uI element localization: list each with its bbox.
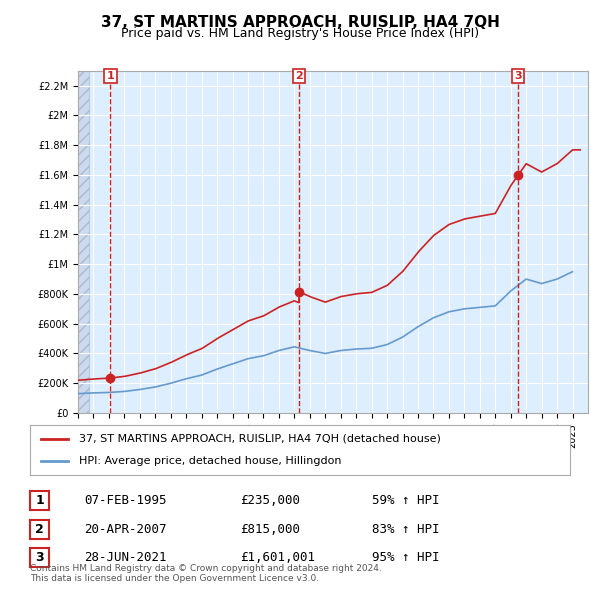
Text: 83% ↑ HPI: 83% ↑ HPI xyxy=(372,523,439,536)
Text: Price paid vs. HM Land Registry's House Price Index (HPI): Price paid vs. HM Land Registry's House … xyxy=(121,27,479,40)
Text: 2: 2 xyxy=(35,523,44,536)
Text: £1,601,001: £1,601,001 xyxy=(240,551,315,564)
Text: 59% ↑ HPI: 59% ↑ HPI xyxy=(372,494,439,507)
Text: £815,000: £815,000 xyxy=(240,523,300,536)
Text: 1: 1 xyxy=(107,71,115,81)
Text: 2: 2 xyxy=(295,71,303,81)
Text: Contains HM Land Registry data © Crown copyright and database right 2024.
This d: Contains HM Land Registry data © Crown c… xyxy=(30,563,382,583)
Text: 3: 3 xyxy=(35,551,44,564)
Text: 95% ↑ HPI: 95% ↑ HPI xyxy=(372,551,439,564)
Text: 37, ST MARTINS APPROACH, RUISLIP, HA4 7QH (detached house): 37, ST MARTINS APPROACH, RUISLIP, HA4 7Q… xyxy=(79,434,440,444)
Text: 07-FEB-1995: 07-FEB-1995 xyxy=(84,494,167,507)
Text: 28-JUN-2021: 28-JUN-2021 xyxy=(84,551,167,564)
Bar xyxy=(78,71,89,413)
Text: 1: 1 xyxy=(35,494,44,507)
Text: 37, ST MARTINS APPROACH, RUISLIP, HA4 7QH: 37, ST MARTINS APPROACH, RUISLIP, HA4 7Q… xyxy=(101,15,499,30)
Text: 3: 3 xyxy=(515,71,522,81)
Text: £235,000: £235,000 xyxy=(240,494,300,507)
Text: HPI: Average price, detached house, Hillingdon: HPI: Average price, detached house, Hill… xyxy=(79,456,341,466)
Text: 20-APR-2007: 20-APR-2007 xyxy=(84,523,167,536)
